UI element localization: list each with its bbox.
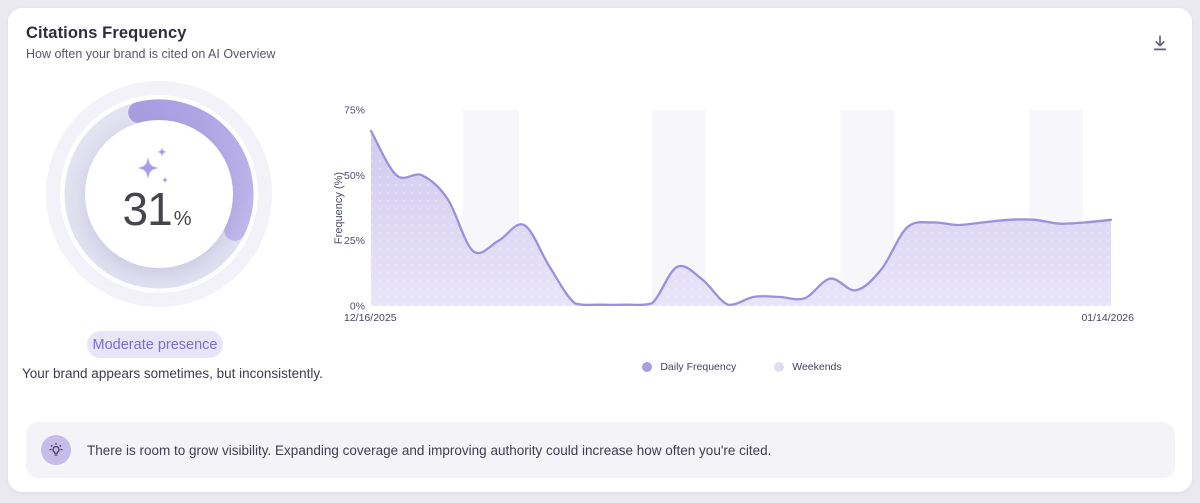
weekends-dot-icon xyxy=(774,362,785,372)
presence-gauge: 31% xyxy=(44,79,274,309)
y-tick-label: 25% xyxy=(344,235,365,247)
y-tick-label: 50% xyxy=(344,170,365,182)
gauge-value: 31% xyxy=(44,182,270,236)
gauge-caption: Your brand appears sometimes, but incons… xyxy=(22,366,323,381)
lightbulb-icon xyxy=(41,435,71,465)
x-axis-end-label: 01/14/2026 xyxy=(1081,312,1134,324)
legend-label: Daily Frequency xyxy=(660,361,737,373)
legend-item-daily-frequency: Daily Frequency xyxy=(642,361,736,373)
page-title: Citations Frequency xyxy=(26,24,187,42)
gauge-arc xyxy=(128,99,254,241)
legend-item-weekends: Weekends xyxy=(774,361,842,373)
citations-frequency-card: Citations Frequency How often your brand… xyxy=(8,8,1192,492)
status-badge: Moderate presence xyxy=(87,331,223,358)
y-tick-label: 0% xyxy=(350,301,365,313)
status-badge-label: Moderate presence xyxy=(92,336,218,353)
legend-label: Weekends xyxy=(792,361,842,373)
chart-legend: Daily Frequency Weekends xyxy=(330,361,1140,373)
y-tick-label: 75% xyxy=(344,105,365,117)
page-subtitle: How often your brand is cited on AI Over… xyxy=(26,47,276,61)
download-button[interactable] xyxy=(1142,26,1178,60)
area-chart: 75% 50% 25% 0% Frequency (%) xyxy=(333,105,1113,313)
insight-bar: There is room to grow visibility. Expand… xyxy=(26,422,1175,478)
gauge-unit: % xyxy=(173,208,192,230)
insight-text: There is room to grow visibility. Expand… xyxy=(87,442,772,458)
y-axis-title: Frequency (%) xyxy=(333,172,345,244)
gauge-number: 31 xyxy=(122,183,173,235)
frequency-chart: 75% 50% 25% 0% Frequency (%) 12/16/2025 01/1… xyxy=(330,95,1140,395)
daily-frequency-dot-icon xyxy=(642,362,653,372)
download-icon xyxy=(1150,33,1170,53)
sparkles-icon xyxy=(137,147,169,184)
gauge-rings xyxy=(46,81,272,307)
series-line xyxy=(369,129,1113,307)
x-axis-start-label: 12/16/2025 xyxy=(344,312,397,324)
card-header: Citations Frequency How often your brand… xyxy=(26,24,275,61)
